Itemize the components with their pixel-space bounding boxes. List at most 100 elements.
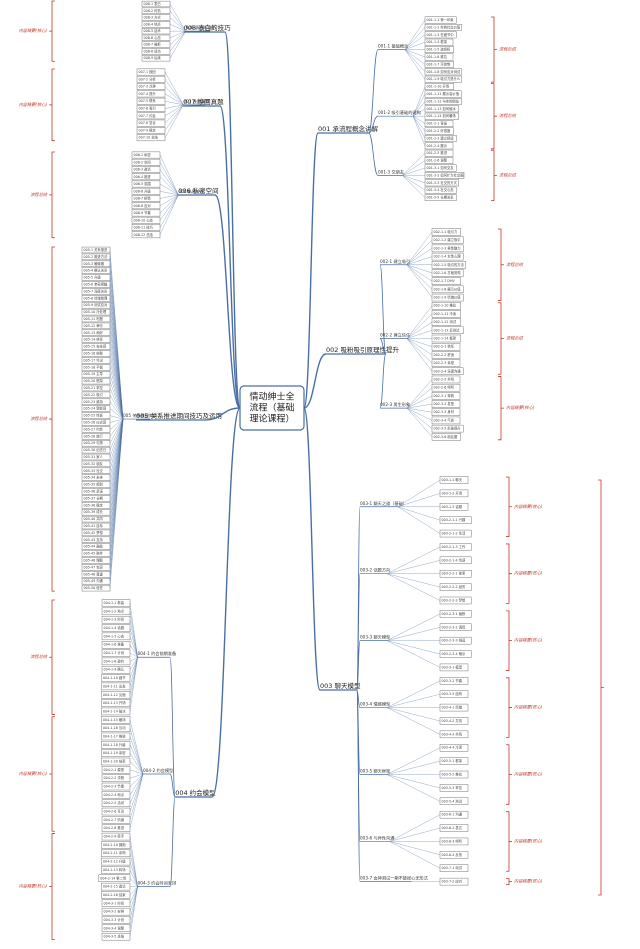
leaf-connector xyxy=(406,408,433,437)
leaf-node xyxy=(141,48,171,55)
leaf-connector xyxy=(129,728,144,775)
leaf-label: 001-2-5 推进 xyxy=(427,150,448,155)
branch-line xyxy=(379,264,387,355)
leaf-connector xyxy=(109,419,124,492)
leaf-label: 005-9 测试应对 xyxy=(84,302,109,307)
leaf-node xyxy=(431,252,464,261)
leaf-label: 003-1-2 开场 xyxy=(442,490,463,495)
leaf-connector xyxy=(129,652,138,658)
sub-branch-002-0: 002-1 建立吸引 xyxy=(380,258,410,265)
leaf-label: 001-1-2 你的社交价值 xyxy=(427,24,461,29)
leaf-connector xyxy=(109,419,124,478)
branch-004-title: 004 约会模型 xyxy=(175,788,216,797)
leaf-label: 003-5-1 框架 xyxy=(442,758,463,763)
leaf-label: 001-1-8 如何应对测试 xyxy=(427,69,461,74)
leaf-connector xyxy=(159,194,179,206)
leaf-connector xyxy=(406,313,433,339)
leaf-connector xyxy=(109,353,124,420)
leaf-connector xyxy=(386,760,441,775)
leaf-node xyxy=(424,97,462,105)
leaf-connector xyxy=(109,381,124,420)
branch-line xyxy=(356,689,361,708)
branch-005-title: 005 关系推进期间技巧及运用 xyxy=(136,411,222,420)
leaf-connector xyxy=(406,240,433,265)
summary-tag: 流程总结 xyxy=(506,336,524,341)
branch-line xyxy=(219,105,241,409)
sub-branch-001-1: 001-2 吸引基础的建构 xyxy=(378,109,421,116)
branch-line xyxy=(368,49,379,134)
leaf-connector xyxy=(404,49,426,80)
summary-bracket xyxy=(491,149,497,201)
leaf-label: 002-1-4 女性心理 xyxy=(434,254,462,259)
leaf-connector xyxy=(402,167,426,176)
leaf-node xyxy=(81,515,111,523)
leaf-label: 005-20 框架 xyxy=(84,378,104,383)
leaf-label: 002-2-6 倾听 xyxy=(434,385,455,390)
leaf-connector xyxy=(109,408,124,420)
leaf-connector xyxy=(164,101,184,105)
leaf-label: 006-1 私密 xyxy=(134,152,152,157)
summary-bracket xyxy=(506,744,512,805)
leaf-label: 002-1-2 建立吸引 xyxy=(434,237,461,242)
leaf-connector xyxy=(129,773,144,804)
leaf-node xyxy=(81,502,111,509)
leaf-connector xyxy=(109,418,124,437)
branch-line xyxy=(303,353,327,409)
leaf-connector xyxy=(386,747,441,775)
leaf-label: 005-1 关系推进 xyxy=(84,247,109,252)
summary-bracket xyxy=(498,376,504,441)
leaf-connector xyxy=(129,773,144,779)
leaf-connector xyxy=(406,305,433,339)
leaf-label: 005-34 未来 xyxy=(84,475,104,480)
leaf-label: 003-7-2 应对 xyxy=(442,879,463,884)
leaf-connector xyxy=(129,657,138,704)
leaf-label: 006-11 技巧 xyxy=(134,225,154,230)
leaf-connector xyxy=(406,408,433,429)
leaf-connector xyxy=(412,116,426,132)
leaf-connector xyxy=(386,640,441,668)
leaf-label: 005-31 家人 xyxy=(84,454,104,459)
leaf-connector xyxy=(129,886,138,912)
leaf-connector xyxy=(109,418,124,430)
leaf-connector xyxy=(406,321,433,339)
leaf-label: 007-4 提升 xyxy=(139,91,157,96)
leaf-label: 004-2-9 牵手 xyxy=(104,834,125,839)
leaf-label: 005-29 礼物 xyxy=(84,440,104,445)
leaf-connector xyxy=(159,154,179,195)
leaf-connector xyxy=(109,419,124,499)
summary-tag: 流程总结 xyxy=(30,192,48,197)
leaf-label: 005-25 惊喜 xyxy=(84,413,104,418)
leaf-label: 005-16 依赖 xyxy=(84,351,104,356)
leaf-label: 007-10 总结 xyxy=(139,135,159,140)
sub-branch-004-2: 004-3 约会时间安排 xyxy=(138,880,177,887)
leaf-label: 003-2-2-1 故事 xyxy=(442,571,466,576)
leaf-connector xyxy=(109,374,124,420)
leaf-label: 001-1-7 可控制 xyxy=(427,61,452,66)
summary-bracket xyxy=(49,68,55,142)
summary-bracket xyxy=(491,83,497,150)
leaf-connector xyxy=(386,774,441,789)
branch-line xyxy=(214,194,241,409)
leaf-connector xyxy=(129,744,144,775)
leaf-label: 005-14 信任 xyxy=(84,337,104,342)
leaf-connector xyxy=(129,657,138,687)
leaf-connector xyxy=(109,387,124,420)
leaf-label: 005-49 沟通 xyxy=(84,578,104,583)
leaf-label: 003-4-1 情绪 xyxy=(442,705,463,710)
leaf-label: 004-2-7 情绪 xyxy=(104,817,125,822)
leaf-label: 001-2-1 背景 xyxy=(427,121,448,126)
summary-tag: 内容精要(核心) xyxy=(514,571,543,576)
leaf-label: 003-2-3-1 幽默 xyxy=(442,611,466,616)
leaf-connector xyxy=(412,86,426,117)
leaf-label: 002-1-11 冷读 xyxy=(434,311,457,316)
leaf-label: 004-1-2 地点 xyxy=(104,608,125,613)
leaf-label: 005-22 吸引 xyxy=(84,392,103,397)
leaf-label: 005-42 梦想 xyxy=(84,530,104,535)
summary-bracket xyxy=(498,228,504,301)
sub-branch-005-0: 005 关系推进期间 xyxy=(123,412,157,419)
leaf-label: 005-38 稳定 xyxy=(84,502,104,507)
leaf-connector xyxy=(159,191,179,196)
leaf-label: 005-43 支持 xyxy=(84,537,104,542)
leaf-label: 005-41 目标 xyxy=(84,523,104,528)
leaf-label: 004-1-9 确认 xyxy=(104,667,125,672)
